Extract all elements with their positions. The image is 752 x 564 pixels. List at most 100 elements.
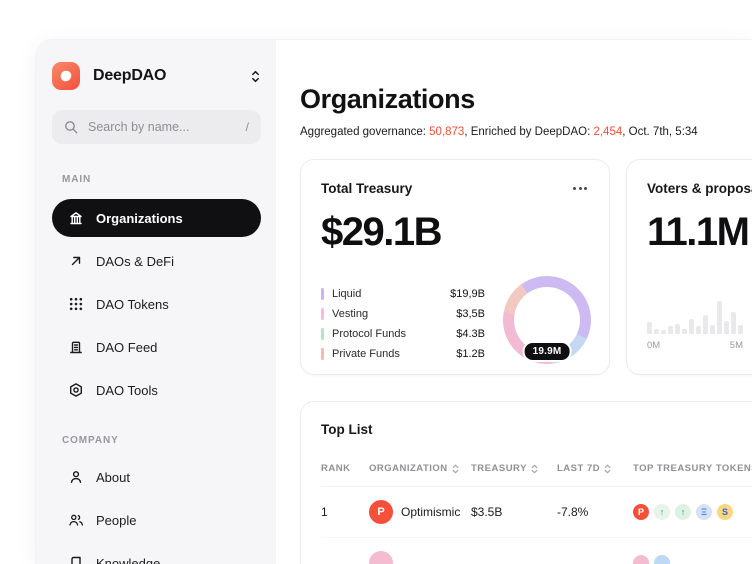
- legend-marker: [321, 288, 324, 300]
- token-icon: ↑: [654, 504, 670, 520]
- token-icon: [633, 555, 649, 564]
- card-title: Voters & proposals: [647, 180, 752, 196]
- app-name: DeepDAO: [93, 67, 167, 84]
- app-window: DeepDAO / MAIN Organizations DAOs & DeFi: [36, 40, 752, 564]
- treasury-cell: $3.5B: [471, 505, 503, 519]
- rank-cell: 1: [321, 505, 328, 519]
- axis-label-min: 0M: [647, 340, 661, 351]
- token-icon: [654, 555, 670, 564]
- sort-icon: [604, 464, 611, 473]
- chevron-updown-icon[interactable]: [250, 69, 261, 84]
- governance-summary: Aggregated governance: 50,873, Enriched …: [300, 125, 752, 139]
- donut-badge: 19.9M: [522, 341, 572, 362]
- organization-cell[interactable]: P Optimismic: [369, 500, 471, 524]
- search-box[interactable]: /: [52, 110, 261, 144]
- histogram-bar: [647, 322, 652, 334]
- org-name: Optimismic: [401, 505, 461, 519]
- summary-text: , Enriched by DeepDAO:: [464, 126, 594, 138]
- people-icon: [68, 512, 84, 528]
- token-icons-cell: [633, 555, 752, 564]
- section-label-company: COMPANY: [62, 435, 119, 446]
- voters-proposals-card: Voters & proposals 11.1M 0M 5M: [626, 159, 752, 375]
- page-title: Organizations: [300, 84, 475, 114]
- legend-item: Private Funds $1.2B: [321, 344, 485, 364]
- legend-item: Liquid $19,9B: [321, 284, 485, 304]
- legend-marker: [321, 328, 324, 340]
- histogram-bar: [710, 325, 715, 334]
- main-content: Organizations Aggregated governance: 50,…: [276, 40, 752, 564]
- histogram-bar: [738, 325, 743, 334]
- search-icon: [64, 120, 78, 134]
- histogram-bar: [696, 326, 701, 334]
- voters-total-value: 11.1M: [647, 210, 750, 254]
- legend-marker: [321, 308, 324, 320]
- enriched-count: 2,454: [593, 126, 623, 138]
- table-row[interactable]: [321, 538, 752, 564]
- top-list-card: Top List RANK ORGANIZATION TREASURY LAST…: [300, 401, 752, 564]
- treasury-legend: Liquid $19,9B Vesting $3,5B Protocol Fun…: [321, 284, 485, 364]
- sidebar-item-label: DAO Tools: [96, 382, 158, 398]
- sidebar-item-knowledge[interactable]: Knowledge: [52, 544, 261, 564]
- total-treasury-value: $29.1B: [321, 210, 442, 254]
- ellipsis-menu-icon[interactable]: [571, 185, 589, 192]
- legend-marker: [321, 348, 324, 360]
- workspace-switcher[interactable]: DeepDAO: [52, 62, 261, 90]
- sidebar: DeepDAO / MAIN Organizations DAOs & DeFi: [36, 40, 276, 564]
- legend-item: Vesting $3,5B: [321, 304, 485, 324]
- sidebar-item-label: DAO Tokens: [96, 296, 169, 312]
- histogram-bar: [668, 326, 673, 334]
- sidebar-item-organizations[interactable]: Organizations: [52, 199, 261, 237]
- treasury-donut-chart: 19.9M: [503, 276, 591, 364]
- sidebar-item-label: Organizations: [96, 210, 183, 226]
- column-last-7d[interactable]: LAST 7D: [557, 463, 633, 474]
- sidebar-item-about[interactable]: About: [52, 458, 261, 496]
- bank-icon: [68, 210, 84, 226]
- sidebar-item-dao-tools[interactable]: DAO Tools: [52, 371, 261, 409]
- search-input[interactable]: [86, 119, 238, 135]
- histogram-bar: [724, 321, 729, 334]
- voters-histogram: [647, 298, 743, 334]
- column-organization[interactable]: ORGANIZATION: [369, 463, 471, 474]
- sort-icon: [452, 464, 459, 473]
- histogram-bar: [689, 319, 694, 334]
- org-avatar: [369, 551, 393, 564]
- sidebar-item-dao-tokens[interactable]: DAO Tokens: [52, 285, 261, 323]
- histogram-bar: [661, 330, 666, 334]
- sidebar-item-label: Knowledge: [96, 555, 161, 564]
- token-icon: ↑: [675, 504, 691, 520]
- token-icon: Ξ: [696, 504, 712, 520]
- sidebar-item-label: About: [96, 469, 130, 485]
- token-icons-cell: P ↑ ↑ Ξ S: [633, 504, 752, 520]
- token-icon: P: [633, 504, 649, 520]
- top-list-rows: 1 P Optimismic $3.5B -7.8% P ↑ ↑ Ξ S: [321, 487, 752, 564]
- nut-icon: [68, 382, 84, 398]
- histogram-bar: [675, 324, 680, 334]
- sidebar-item-label: DAOs & DeFi: [96, 253, 175, 269]
- histogram-bar: [703, 315, 708, 334]
- table-row[interactable]: 1 P Optimismic $3.5B -7.8% P ↑ ↑ Ξ S: [321, 487, 752, 538]
- sort-icon: [531, 464, 538, 473]
- summary-timestamp: , Oct. 7th, 5:34: [622, 126, 698, 138]
- sidebar-item-label: People: [96, 512, 137, 528]
- building-icon: [68, 339, 84, 355]
- histogram-bar: [731, 312, 736, 334]
- dots-grid-icon: [68, 296, 84, 312]
- deepdao-logo-icon: [52, 62, 80, 90]
- column-treasury[interactable]: TREASURY: [471, 463, 557, 474]
- organization-cell[interactable]: [369, 551, 471, 564]
- last-7d-cell: -7.8%: [557, 505, 589, 519]
- legend-item: Protocol Funds $4.3B: [321, 324, 485, 344]
- column-top-treasury-tokens: TOP TREASURY TOKENS: [633, 463, 752, 474]
- axis-label-max: 5M: [729, 340, 743, 351]
- arrow-up-right-icon: [68, 253, 84, 269]
- histogram-bar: [654, 329, 659, 334]
- sidebar-item-dao-feed[interactable]: DAO Feed: [52, 328, 261, 366]
- sidebar-item-label: DAO Feed: [96, 339, 158, 355]
- stat-cards-row: Total Treasury $29.1B Liquid $19,9B Vest…: [300, 159, 752, 375]
- sidebar-item-people[interactable]: People: [52, 501, 261, 539]
- sidebar-item-daos-defi[interactable]: DAOs & DeFi: [52, 242, 261, 280]
- top-list-title: Top List: [321, 422, 373, 437]
- person-icon: [68, 469, 84, 485]
- column-rank: RANK: [321, 463, 351, 474]
- org-avatar: P: [369, 500, 393, 524]
